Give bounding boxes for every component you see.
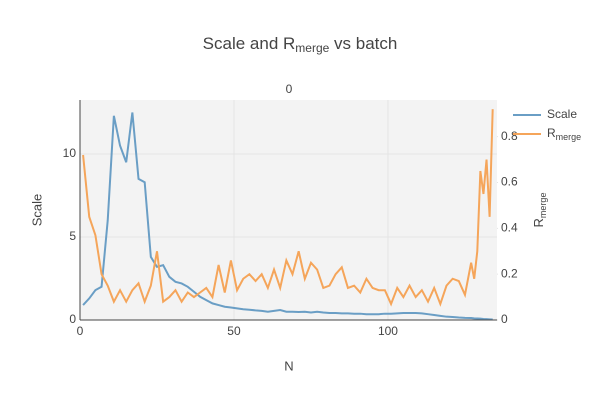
x-tick-label: 0 bbox=[77, 324, 84, 338]
legend-label-part: Scale bbox=[547, 107, 577, 121]
x-tick-label: 50 bbox=[227, 324, 241, 338]
facet-label: 0 bbox=[286, 82, 293, 96]
y-tick-label: 5 bbox=[69, 229, 76, 243]
label-part: R bbox=[531, 218, 546, 227]
legend-label-part: R bbox=[547, 126, 556, 140]
plot-area bbox=[80, 100, 497, 320]
title-part: vs batch bbox=[329, 34, 397, 53]
series-line bbox=[82, 109, 494, 307]
label-sub: merge bbox=[538, 193, 548, 219]
legend-label-part: merge bbox=[556, 132, 582, 142]
y2-tick-label: 0.2 bbox=[501, 266, 518, 280]
y2-tick-label: 0.6 bbox=[501, 175, 518, 189]
legend-label: Rmerge bbox=[547, 126, 581, 142]
y2-axis-label: Rmerge bbox=[531, 193, 548, 228]
y2-tick-label: 0 bbox=[501, 312, 508, 326]
title-part: Scale and R bbox=[203, 34, 296, 53]
y2-tick-label: 0.8 bbox=[501, 129, 518, 143]
title-sub: merge bbox=[295, 41, 329, 55]
y-axis-label: Scale bbox=[29, 194, 44, 227]
legend: Scale Rmerge bbox=[513, 107, 581, 142]
x-tick-label: 100 bbox=[378, 324, 398, 338]
y-tick-label: 0 bbox=[69, 312, 76, 326]
x-axis-label: N bbox=[284, 358, 293, 373]
lines bbox=[82, 109, 494, 321]
y2-tick-label: 0.4 bbox=[501, 221, 518, 235]
y-tick-label: 10 bbox=[63, 146, 77, 160]
legend-label: Scale bbox=[547, 107, 577, 121]
chart-title: Scale and Rmerge vs batch bbox=[203, 34, 398, 55]
